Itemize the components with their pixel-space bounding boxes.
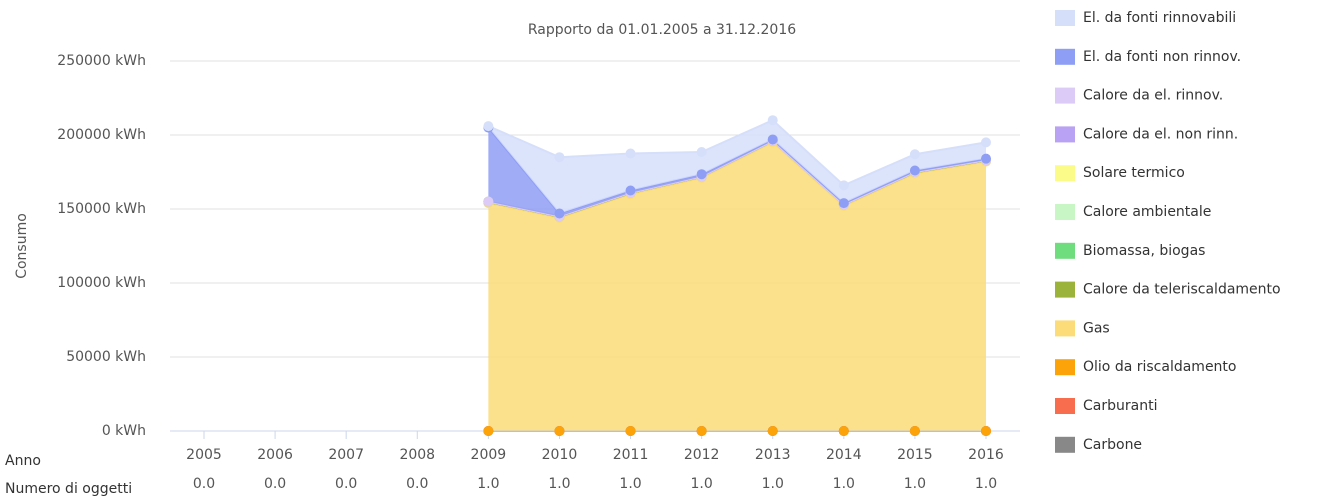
legend-label[interactable]: Calore da teleriscaldamento [1083, 282, 1281, 298]
y-tick-label: 250000 kWh [57, 53, 146, 69]
marker [981, 153, 991, 164]
marker [838, 426, 849, 436]
marker [625, 185, 636, 196]
marker [625, 148, 636, 159]
area [488, 127, 986, 217]
marker [767, 134, 778, 145]
marker [483, 196, 494, 207]
legend-swatch [1055, 204, 1075, 220]
legend-label[interactable]: Calore da el. non rinn. [1083, 126, 1238, 142]
marker [625, 426, 636, 436]
marker [909, 149, 920, 160]
legend-label[interactable]: Solare termico [1083, 165, 1185, 181]
x-tick-label: 2014 [826, 447, 862, 463]
marker [696, 426, 707, 436]
legend-label[interactable]: Olio da riscaldamento [1083, 359, 1236, 375]
legend-label[interactable]: Calore da el. rinnov. [1083, 88, 1223, 104]
legend-swatch [1055, 48, 1075, 65]
x-tick-label: 2012 [684, 447, 720, 463]
count-row-label: Numero di oggetti [5, 481, 132, 497]
x-tick-label: 2016 [968, 447, 1004, 463]
marker [767, 115, 778, 126]
count-label: 1.0 [691, 476, 713, 492]
chart-title: Rapporto da 01.01.2005 a 31.12.2016 [528, 22, 796, 38]
y-tick-label: 200000 kWh [57, 127, 146, 143]
area-line [487, 119, 987, 187]
marker [483, 426, 494, 436]
x-axis-title: Anno [5, 453, 41, 469]
marker [909, 426, 920, 436]
legend-swatch [1055, 320, 1075, 337]
count-label: 1.0 [833, 476, 855, 492]
marker [554, 152, 565, 163]
count-label: 1.0 [477, 476, 499, 492]
marker [981, 137, 991, 148]
count-label: 1.0 [904, 476, 926, 492]
x-tick-label: 2009 [471, 447, 507, 463]
legend-swatch [1055, 242, 1075, 259]
legend-swatch [1055, 126, 1075, 143]
legend-label[interactable]: El. da fonti rinnovabili [1083, 10, 1236, 26]
legend-swatch [1055, 87, 1075, 104]
legend-label[interactable]: Calore ambientale [1083, 204, 1211, 220]
count-label: 1.0 [548, 476, 570, 492]
legend-swatch [1055, 10, 1075, 26]
x-tick-label: 2013 [755, 447, 791, 463]
x-tick-label: 2015 [897, 447, 933, 463]
legend-swatch [1055, 359, 1075, 376]
y-tick-label: 100000 kWh [57, 275, 146, 291]
markers [483, 115, 991, 436]
x-tick-label: 2011 [613, 447, 649, 463]
areas [487, 119, 987, 432]
marker [696, 169, 707, 180]
y-tick-label: 0 kWh [102, 423, 146, 439]
x-tick-label: 2008 [399, 447, 435, 463]
x-tick-label: 2006 [257, 447, 293, 463]
legend-label[interactable]: El. da fonti non rinnov. [1083, 49, 1241, 65]
count-label: 0.0 [406, 476, 428, 492]
marker [767, 426, 778, 436]
marker [981, 426, 991, 436]
legend-swatch [1055, 281, 1075, 298]
marker [554, 208, 565, 219]
count-label: 0.0 [335, 476, 357, 492]
legend-swatch [1055, 165, 1075, 182]
y-tick-label: 50000 kWh [66, 349, 146, 365]
count-label: 1.0 [762, 476, 784, 492]
y-axis-title: Consumo [14, 213, 30, 279]
marker [838, 180, 849, 191]
legend-label[interactable]: Biomassa, biogas [1083, 243, 1205, 259]
count-label: 1.0 [975, 476, 997, 492]
marker [483, 121, 494, 132]
legend: El. da fonti rinnovabili El. da fonti non… [1055, 10, 1281, 453]
marker [554, 426, 565, 436]
area [488, 120, 986, 214]
x-tick-label: 2007 [328, 447, 364, 463]
marker [838, 198, 849, 209]
count-label: 0.0 [193, 476, 215, 492]
x-tick-label: 2005 [186, 447, 222, 463]
marker [696, 147, 707, 158]
legend-swatch [1055, 398, 1075, 414]
legend-label[interactable]: Carburanti [1083, 398, 1157, 414]
x-tick-label: 2010 [542, 447, 578, 463]
marker [909, 165, 920, 176]
count-label: 0.0 [264, 476, 286, 492]
legend-label[interactable]: Gas [1083, 320, 1110, 336]
y-tick-label: 150000 kWh [57, 201, 146, 217]
legend-label[interactable]: Carbone [1083, 437, 1142, 453]
area [488, 142, 986, 431]
count-label: 1.0 [619, 476, 641, 492]
legend-swatch [1055, 436, 1075, 453]
